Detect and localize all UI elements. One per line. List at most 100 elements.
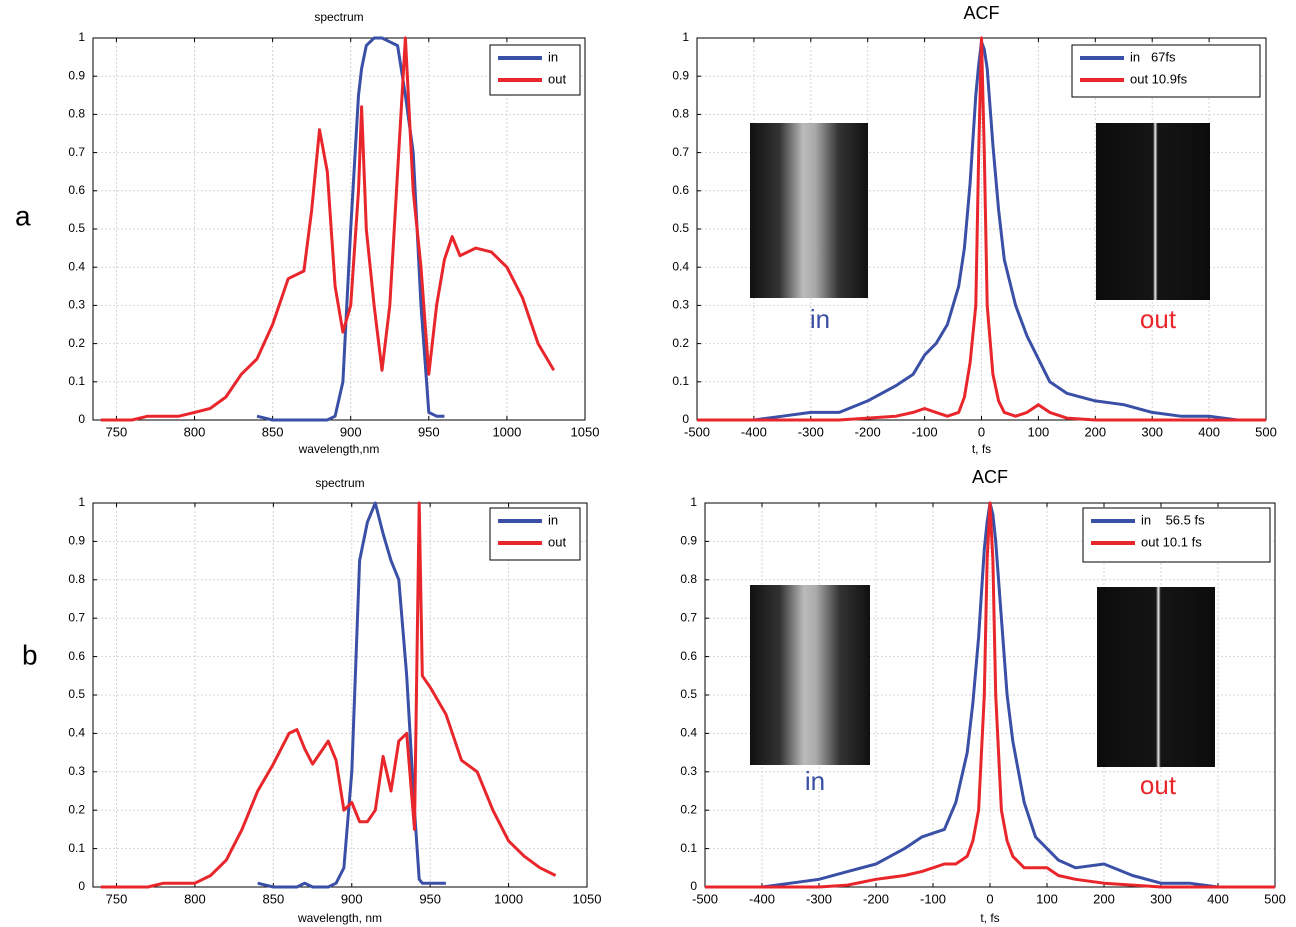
plot-area [93,503,587,887]
x-tick-label: 750 [106,891,128,906]
y-tick-label: 0.5 [68,221,85,235]
x-tick-label: 950 [419,891,441,906]
y-tick-label: 0.5 [672,221,689,235]
x-tick-label: 800 [184,424,206,439]
x-tick-label: 1050 [571,424,600,439]
x-tick-label: -300 [806,891,832,906]
legend-label: in [548,512,558,527]
x-tick-label: -100 [920,891,946,906]
series-line [100,501,557,889]
x-tick-label: 200 [1093,891,1115,906]
y-tick-label: 0.3 [672,298,689,312]
x-tick-label: 900 [341,891,363,906]
x-tick-label: 0 [978,424,985,439]
y-tick-label: 0.7 [672,145,689,159]
inset-label: in [810,304,830,334]
x-tick-label: 400 [1207,891,1229,906]
y-tick-label: 1 [690,495,697,509]
legend-box [489,507,581,561]
y-tick-label: 0.8 [672,107,689,121]
series-line [100,36,556,422]
legend-box [489,44,581,96]
legend-label: in [548,49,558,64]
y-tick-label: 0.4 [680,726,697,740]
y-tick-label: 0.1 [68,841,85,855]
inset-image [1096,123,1210,300]
y-tick-label: 1 [78,495,85,509]
legend-label: out [548,534,566,549]
x-axis-label: t, fs [980,911,999,925]
legend-box [1071,44,1261,98]
y-tick-label: 0 [78,879,85,893]
x-tick-label: -300 [798,424,824,439]
inset-label: out [1140,770,1177,800]
panel-label: b [22,639,38,670]
y-tick-label: 0.3 [68,764,85,778]
x-tick-label: 850 [262,424,284,439]
x-axis-label: wavelength, nm [297,911,382,925]
y-tick-label: 0.3 [68,298,85,312]
y-tick-label: 0.9 [68,68,85,82]
series-line [705,501,1275,889]
inset-image [750,585,870,765]
y-tick-label: 0.2 [672,336,689,350]
panel-label: a [15,200,31,231]
x-tick-label: 800 [184,891,206,906]
x-tick-label: 500 [1255,424,1277,439]
y-tick-label: 0.7 [680,610,697,624]
y-tick-label: 0.6 [680,649,697,663]
inset-image [750,123,868,298]
x-tick-label: 300 [1150,891,1172,906]
x-tick-label: -200 [863,891,889,906]
y-tick-label: 0.8 [68,107,85,121]
inset-label: in [805,766,825,796]
y-tick-label: 0.4 [68,259,85,273]
y-tick-label: 1 [78,30,85,44]
x-tick-label: -400 [741,424,767,439]
series-line [257,501,446,889]
y-tick-label: 0.4 [68,726,85,740]
x-tick-label: 100 [1036,891,1058,906]
axes-frame [92,502,588,888]
series-line [697,36,1266,422]
y-tick-label: 0.1 [672,374,689,388]
x-tick-label: 300 [1141,424,1163,439]
y-tick-label: 0.2 [68,336,85,350]
y-tick-label: 0.1 [68,374,85,388]
chart-title: ACF [972,467,1008,487]
x-tick-label: 750 [106,424,128,439]
x-tick-label: -500 [692,891,718,906]
y-tick-label: 1 [682,30,689,44]
x-axis-label: wavelength,nm [298,442,380,456]
legend-label: out 10.1 fs [1141,534,1202,549]
y-tick-label: 0.4 [672,259,689,273]
y-tick-label: 0.6 [68,183,85,197]
legend-label: in 56.5 fs [1141,512,1205,527]
y-tick-label: 0.5 [680,687,697,701]
x-tick-label: -100 [912,424,938,439]
y-tick-label: 0.1 [680,841,697,855]
y-tick-label: 0.9 [680,534,697,548]
x-tick-label: 200 [1084,424,1106,439]
x-tick-label: 100 [1028,424,1050,439]
x-tick-label: 1000 [494,891,523,906]
chart-title: spectrum [314,10,363,24]
x-tick-label: -400 [749,891,775,906]
axes-frame [92,37,586,421]
legend-label: in 67fs [1130,49,1176,64]
y-tick-label: 0.7 [68,145,85,159]
y-tick-label: 0.2 [680,802,697,816]
x-tick-label: 1000 [492,424,521,439]
y-tick-label: 0 [682,412,689,426]
y-tick-label: 0.9 [68,534,85,548]
y-tick-label: 0.6 [68,649,85,663]
y-tick-label: 0.8 [68,572,85,586]
legend-box [1082,507,1271,563]
y-tick-label: 0.2 [68,802,85,816]
y-tick-label: 0 [690,879,697,893]
y-tick-label: 0.3 [680,764,697,778]
chart-title: ACF [964,3,1000,23]
x-tick-label: 500 [1264,891,1286,906]
y-tick-label: 0.8 [680,572,697,586]
